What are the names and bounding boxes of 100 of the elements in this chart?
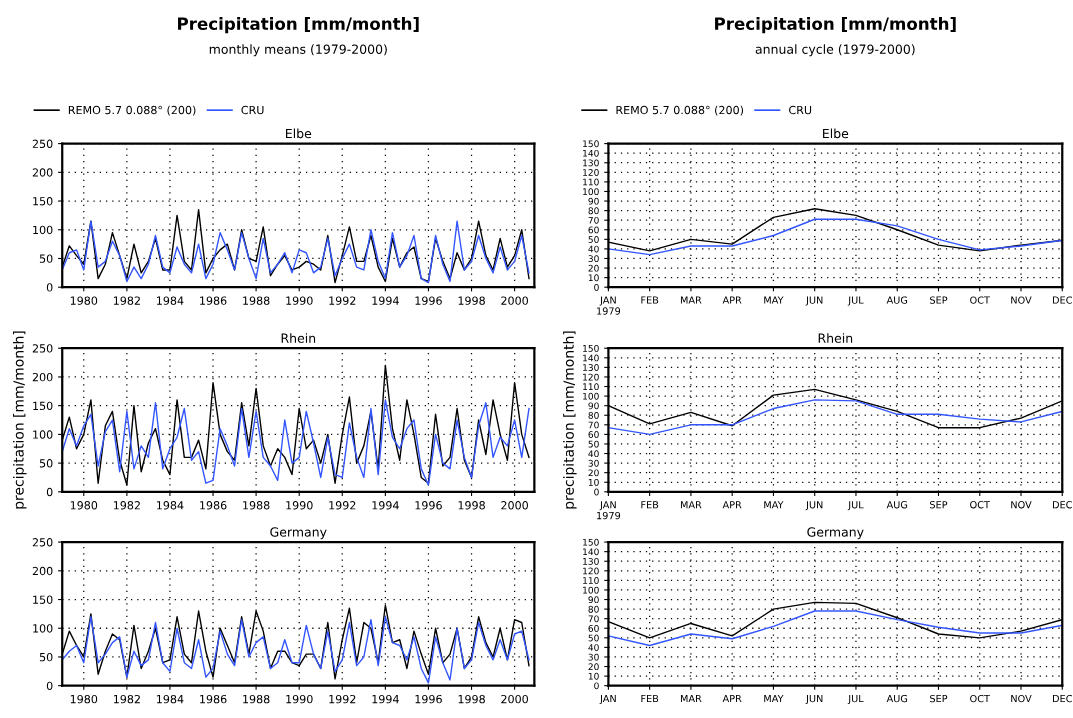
x-tick-label: 1984 bbox=[157, 694, 184, 704]
y-tick-label: 250 bbox=[32, 538, 53, 547]
x-tick-label: JAN 1979 bbox=[597, 501, 621, 520]
x-tick-label: 1990 bbox=[286, 296, 313, 305]
x-tick-label: 2000 bbox=[501, 694, 528, 704]
y-tick-label: 60 bbox=[588, 624, 599, 632]
x-tick-label: NOV bbox=[1011, 296, 1032, 304]
y-tick-label: 30 bbox=[588, 653, 599, 661]
y-tick-label: 150 bbox=[33, 197, 53, 206]
x-tick-label: 1998 bbox=[458, 694, 485, 704]
x-tick-label: FEB bbox=[641, 296, 659, 304]
x-tick-label: MAY bbox=[764, 296, 784, 304]
y-tick-label: 10 bbox=[588, 672, 599, 680]
x-tick-label: MAY bbox=[764, 695, 784, 703]
line-series bbox=[608, 218, 1063, 256]
y-tick-label: 110 bbox=[583, 383, 599, 391]
x-tick-label: JAN 1979 bbox=[597, 296, 621, 315]
y-tick-label: 0 bbox=[594, 682, 599, 690]
y-tick-label: 130 bbox=[583, 364, 599, 371]
x-tick-label: APR bbox=[722, 296, 742, 304]
x-tick-label: AUG bbox=[886, 296, 908, 304]
line-series bbox=[608, 399, 1063, 436]
legend-label: REMO 5.7 0.088° (200) bbox=[616, 105, 744, 116]
x-tick-label: 1990 bbox=[286, 694, 313, 704]
x-tick-label: 1998 bbox=[458, 296, 485, 305]
chart-title: Germany bbox=[807, 527, 864, 540]
y-tick-label: 40 bbox=[588, 245, 599, 253]
line-series bbox=[62, 220, 530, 284]
y-tick-label: 200 bbox=[32, 566, 53, 576]
y-tick-label: 150 bbox=[33, 401, 53, 411]
x-tick-label: 1990 bbox=[286, 501, 313, 510]
y-tick-label: 80 bbox=[588, 207, 599, 215]
x-tick-label: 1984 bbox=[157, 501, 184, 510]
chart-title: Rhein bbox=[818, 333, 853, 343]
y-tick-label: 250 bbox=[32, 344, 53, 353]
x-tick-label: SEP bbox=[930, 501, 948, 509]
y-tick-label: 110 bbox=[583, 178, 599, 186]
text: Precipitation [mm/month] bbox=[715, 17, 956, 34]
x-tick-label: AUG bbox=[886, 694, 908, 703]
y-tick-label: 0 bbox=[46, 487, 53, 497]
x-tick-label: 2000 bbox=[501, 296, 528, 305]
x-tick-label: 1994 bbox=[372, 501, 399, 510]
y-tick-label: 120 bbox=[583, 169, 599, 176]
line-series bbox=[62, 616, 530, 684]
chart-title: Elbe bbox=[823, 128, 849, 139]
y-tick-label: 20 bbox=[588, 663, 599, 671]
x-tick-label: 1988 bbox=[243, 694, 270, 704]
y-tick-label: 40 bbox=[588, 450, 599, 458]
y-tick-label: 130 bbox=[583, 159, 599, 167]
x-tick-label: 1996 bbox=[415, 694, 442, 704]
x-tick-label: 1996 bbox=[415, 296, 442, 305]
x-tick-label: 1984 bbox=[157, 296, 184, 305]
y-tick-label: 0 bbox=[46, 283, 53, 292]
x-tick-label: 1994 bbox=[372, 296, 399, 305]
x-tick-label: JAN bbox=[599, 695, 616, 705]
y-tick-label: 100 bbox=[33, 225, 53, 235]
legend-label: CRU bbox=[789, 105, 812, 115]
chart-title: Elbe bbox=[286, 128, 312, 139]
text: Precipitation [mm/month] bbox=[178, 17, 419, 34]
y-tick-label: 100 bbox=[583, 392, 599, 400]
x-tick-label: NOV bbox=[1011, 501, 1032, 509]
text: annual cycle (1979-2000) bbox=[755, 44, 915, 57]
y-tick-label: 70 bbox=[588, 615, 599, 623]
x-tick-label: 1986 bbox=[200, 694, 227, 704]
y-tick-label: 100 bbox=[33, 624, 53, 633]
y-tick-label: 100 bbox=[583, 586, 599, 594]
y-tick-label: 40 bbox=[588, 644, 599, 651]
x-tick-label: APR bbox=[722, 695, 742, 703]
x-tick-label: MAR bbox=[680, 695, 702, 703]
x-tick-label: DEC bbox=[1053, 296, 1072, 304]
x-tick-label: AUG bbox=[886, 501, 908, 509]
y-tick-label: 60 bbox=[588, 226, 599, 234]
legend-label: REMO 5.7 0.088° (200) bbox=[68, 105, 196, 116]
x-tick-label: MAY bbox=[764, 501, 784, 509]
y-tick-label: 50 bbox=[588, 634, 599, 642]
x-tick-label: 1988 bbox=[243, 501, 270, 510]
y-tick-label: 0 bbox=[594, 283, 599, 291]
x-tick-label: JUL bbox=[847, 296, 864, 306]
y-axis-title: precipitation [mm/month] bbox=[13, 331, 27, 509]
x-tick-label: 2000 bbox=[501, 501, 528, 510]
x-tick-label: 1996 bbox=[415, 501, 442, 510]
x-tick-label: SEP bbox=[930, 694, 948, 703]
x-tick-label: OCT bbox=[970, 501, 990, 509]
x-tick-label: DEC bbox=[1053, 694, 1072, 703]
x-tick-label: 1992 bbox=[329, 501, 356, 510]
x-tick-label: 1998 bbox=[458, 501, 485, 510]
y-tick-label: 200 bbox=[32, 168, 53, 177]
y-tick-label: 10 bbox=[588, 478, 599, 486]
x-tick-label: FEB bbox=[641, 501, 659, 509]
x-tick-label: JUL bbox=[847, 695, 864, 705]
y-tick-label: 70 bbox=[588, 421, 599, 429]
y-tick-label: 120 bbox=[583, 567, 599, 575]
y-tick-label: 200 bbox=[32, 372, 53, 382]
y-tick-label: 50 bbox=[588, 440, 599, 448]
x-tick-label: 1980 bbox=[70, 296, 98, 305]
y-tick-label: 150 bbox=[583, 140, 599, 148]
y-tick-label: 110 bbox=[583, 577, 599, 584]
x-tick-label: 1992 bbox=[329, 694, 356, 704]
x-tick-label: MAR bbox=[680, 296, 702, 304]
y-tick-label: 10 bbox=[588, 274, 599, 282]
